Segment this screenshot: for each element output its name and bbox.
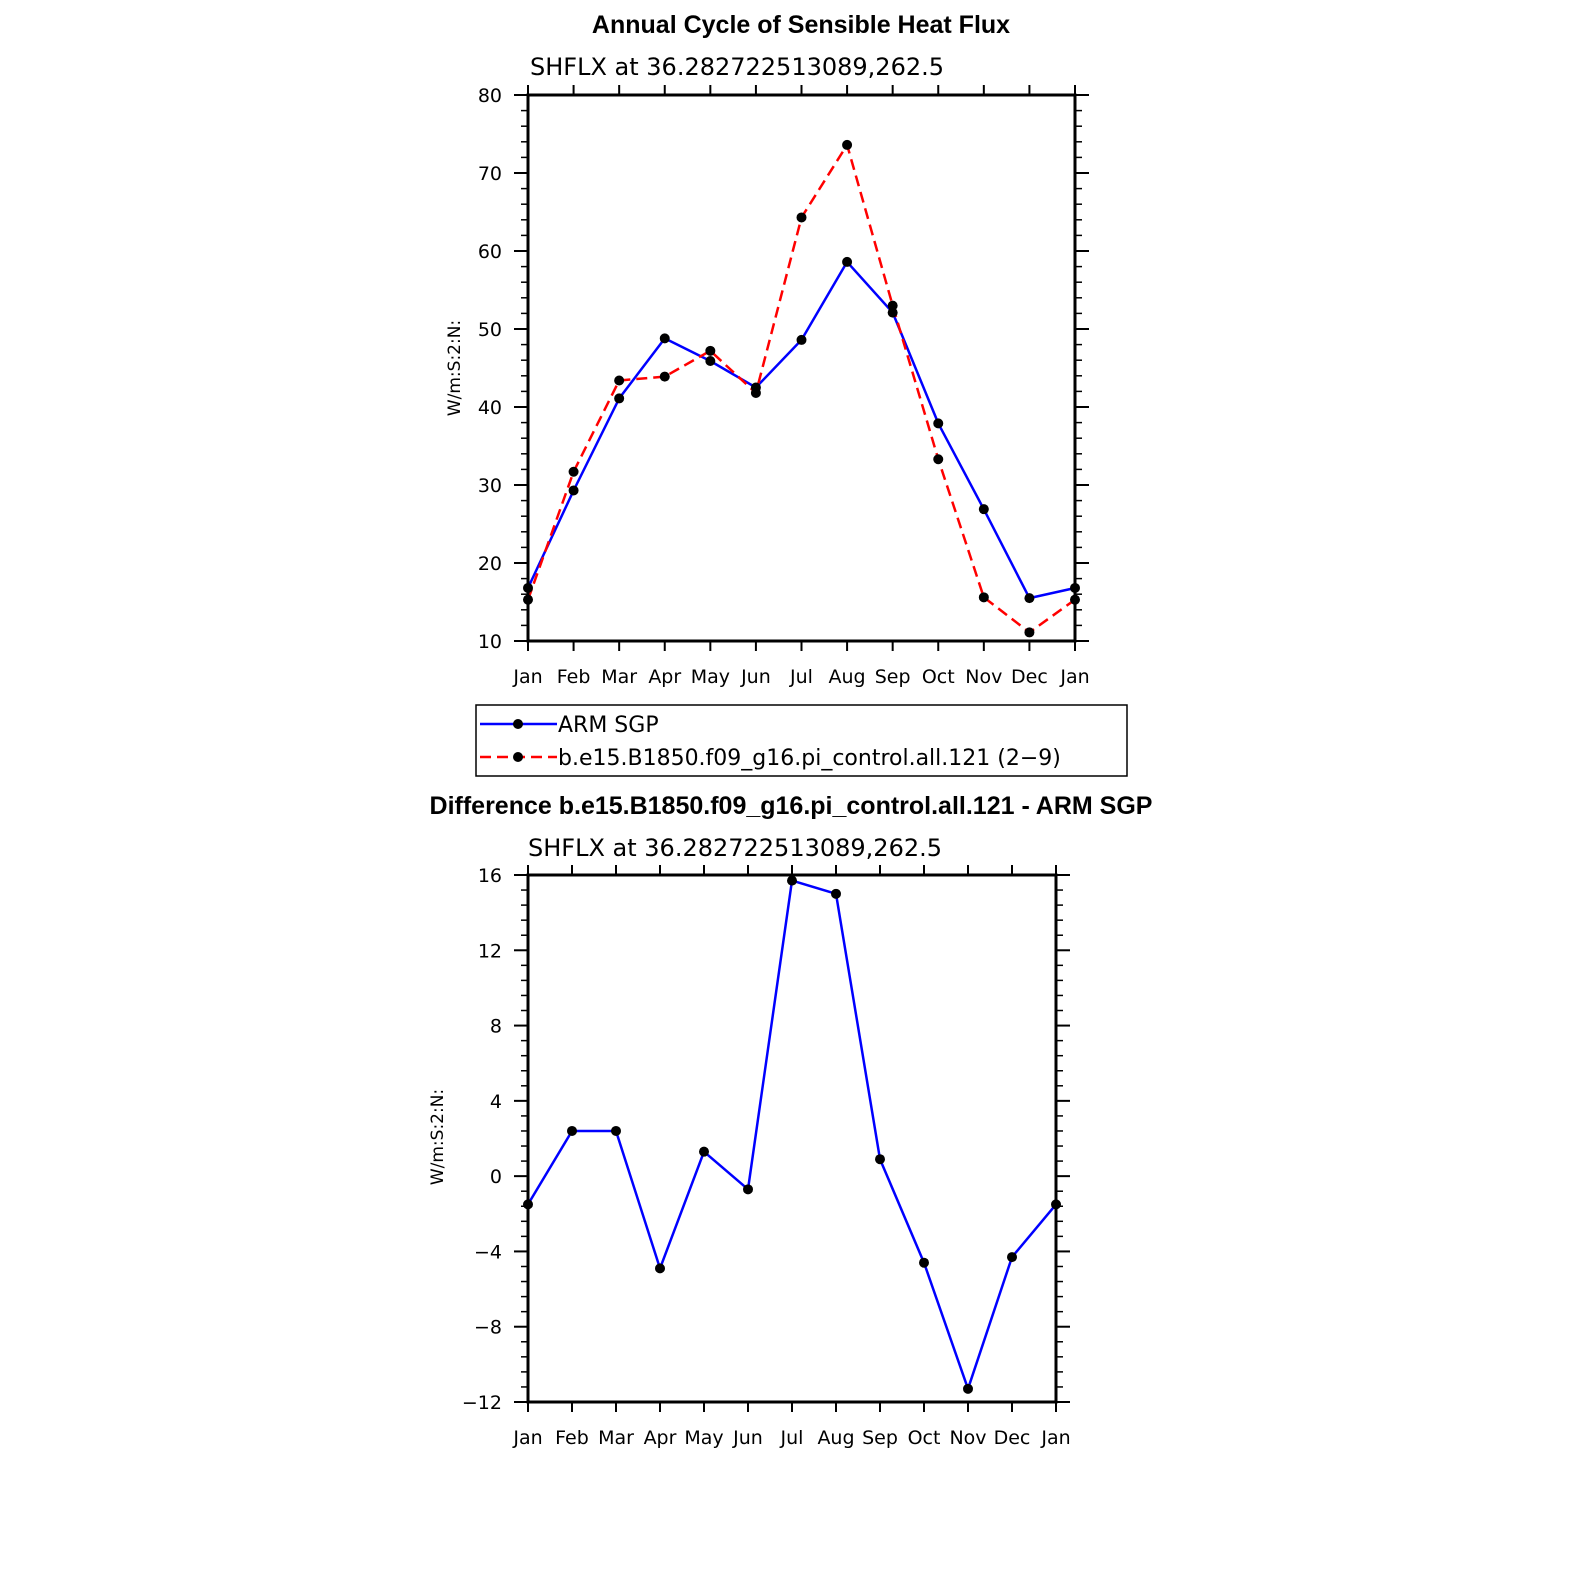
data-point	[1024, 593, 1035, 604]
data-point	[567, 1125, 577, 1136]
x-tick-label: Jan	[512, 1427, 542, 1449]
y-tick-label: −12	[462, 1392, 502, 1414]
y-tick-label: 80	[478, 85, 502, 107]
data-point	[705, 355, 716, 366]
x-tick-label: Sep	[875, 666, 911, 688]
data-point	[963, 1383, 973, 1394]
legend-label-model: b.e15.B1850.f09_g16.pi_control.all.121 (…	[558, 746, 1061, 771]
data-point	[796, 334, 807, 345]
chart-subtitle: SHFLX at 36.282722513089,262.5	[528, 834, 942, 862]
data-point	[1024, 627, 1035, 638]
x-tick-label: Jan	[512, 666, 542, 688]
data-point	[655, 1263, 665, 1274]
plot-frame	[526, 93, 1077, 643]
data-point	[614, 393, 625, 404]
x-tick-label: Nov	[965, 666, 1002, 688]
data-point	[933, 454, 944, 465]
x-tick-label: Dec	[1011, 666, 1048, 688]
data-point	[611, 1125, 621, 1136]
data-point	[699, 1146, 709, 1157]
x-tick-label: Nov	[949, 1427, 986, 1449]
legend: ARM SGP b.e15.B1850.f09_g16.pi_control.a…	[475, 704, 1128, 777]
x-tick-label: Mar	[601, 666, 637, 688]
axis-ticks: Jan Feb Mar Apr May Jun Jul Aug Sep Oct Nov Dec Jan−…	[462, 865, 1071, 1449]
data-point	[659, 333, 670, 344]
data-point	[919, 1257, 929, 1268]
x-tick-label: Feb	[557, 666, 591, 688]
x-tick-label: Oct	[908, 1427, 941, 1449]
legend-box	[475, 704, 1128, 777]
y-tick-label: 10	[478, 631, 502, 653]
x-tick-label: Aug	[829, 666, 866, 688]
x-tick-label: Feb	[555, 1427, 589, 1449]
x-tick-label: Dec	[994, 1427, 1031, 1449]
y-tick-label: 0	[490, 1166, 502, 1188]
series-lines	[523, 139, 1080, 638]
plot-frame	[526, 873, 1058, 1404]
x-tick-label: Sep	[862, 1427, 898, 1449]
data-point	[887, 300, 898, 311]
data-point	[568, 485, 579, 496]
chart-title: Difference b.e15.B1850.f09_g16.pi_contro…	[430, 792, 1153, 820]
x-tick-label: May	[684, 1427, 723, 1449]
data-point	[875, 1154, 885, 1165]
data-point	[887, 307, 898, 318]
y-axis-label: W/m:S:2:N:	[445, 320, 465, 416]
x-tick-label: Jan	[1059, 666, 1089, 688]
data-point	[1007, 1252, 1017, 1263]
x-tick-label: Jul	[780, 1427, 804, 1449]
legend-marker-arm-sgp	[513, 719, 523, 729]
x-tick-label: Apr	[648, 666, 681, 688]
y-tick-label: 20	[478, 553, 502, 575]
x-tick-label: Jul	[789, 666, 813, 688]
y-tick-label: 4	[490, 1091, 502, 1113]
chart-title: Annual Cycle of Sensible Heat Flux	[592, 11, 1010, 39]
y-tick-label: 16	[478, 865, 502, 887]
data-point	[796, 212, 807, 223]
data-point	[787, 875, 797, 886]
y-tick-label: 50	[478, 319, 502, 341]
y-axis-label: W/m:S:2:N:	[428, 1089, 448, 1185]
data-point	[842, 139, 853, 150]
data-point	[842, 256, 853, 267]
data-point	[705, 345, 716, 356]
x-tick-label: Aug	[817, 1427, 854, 1449]
data-point	[933, 418, 944, 429]
x-tick-label: Jun	[740, 666, 771, 688]
y-tick-label: −8	[474, 1317, 502, 1339]
y-tick-label: 40	[478, 397, 502, 419]
x-tick-label: Jan	[1040, 1427, 1070, 1449]
data-point	[659, 371, 670, 382]
x-tick-label: Oct	[922, 666, 955, 688]
data-point	[750, 387, 761, 398]
series-line-0	[526, 260, 1076, 600]
x-tick-label: Apr	[644, 1427, 677, 1449]
y-tick-label: 60	[478, 241, 502, 263]
y-tick-label: 12	[478, 940, 502, 962]
data-point	[614, 375, 625, 386]
data-point	[568, 466, 579, 477]
data-point	[831, 888, 841, 899]
x-tick-label: Jun	[732, 1427, 763, 1449]
y-tick-label: 8	[490, 1016, 502, 1038]
x-tick-label: Mar	[598, 1427, 634, 1449]
legend-label-arm-sgp: ARM SGP	[558, 713, 659, 738]
x-tick-label: May	[691, 666, 730, 688]
series-lines	[523, 875, 1061, 1394]
chart-subtitle: SHFLX at 36.282722513089,262.5	[530, 53, 944, 81]
series-line-0	[526, 879, 1057, 1391]
axis-ticks: Jan Feb Mar Apr May Jun Jul Aug Sep Oct Nov Dec Jan 1…	[478, 85, 1090, 688]
y-tick-label: 30	[478, 475, 502, 497]
annual-cycle-chart: Annual Cycle of Sensible Heat Flux SHFLX…	[445, 11, 1128, 777]
legend-marker-model	[513, 752, 523, 762]
data-point	[978, 592, 989, 603]
difference-chart: Difference b.e15.B1850.f09_g16.pi_contro…	[428, 792, 1152, 1449]
y-tick-label: 70	[478, 163, 502, 185]
data-point	[743, 1184, 753, 1195]
data-point	[978, 504, 989, 515]
y-tick-label: −4	[474, 1241, 502, 1263]
